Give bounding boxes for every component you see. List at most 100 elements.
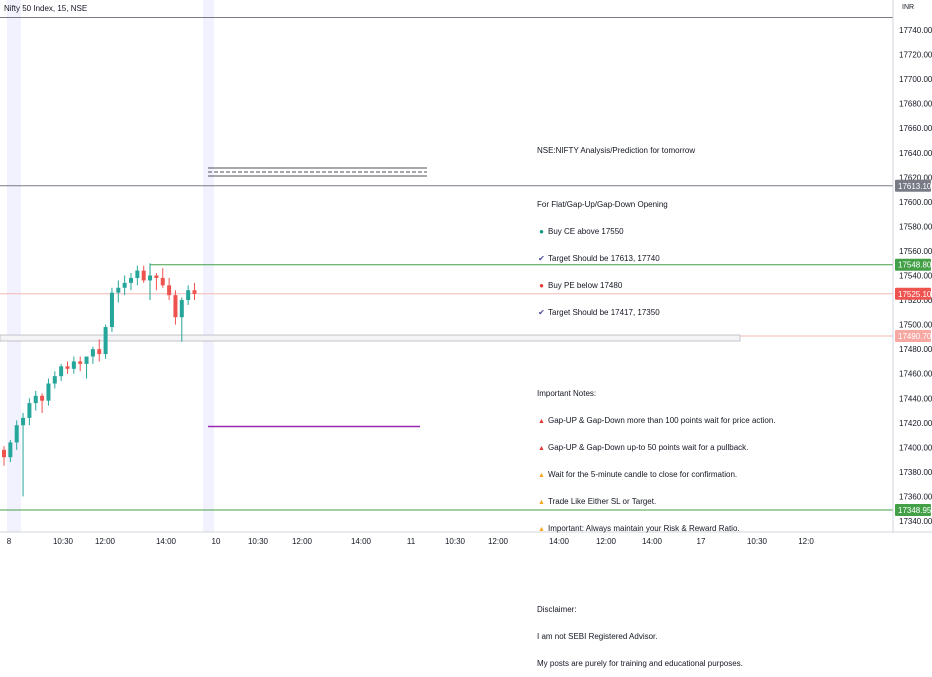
currency-label: INR: [902, 4, 915, 11]
candle: [122, 275, 127, 296]
note-target-pe: ✔ Target Should be 17417, 17350: [538, 308, 660, 317]
candle-body: [59, 366, 64, 377]
y-tick-label: 17340.00: [899, 517, 932, 526]
fire-icon: ▲: [538, 418, 545, 425]
y-tick-label: 17460.00: [899, 370, 932, 379]
x-tick-label: 12:0: [798, 537, 814, 546]
disclaimer-1: I am not SEBI Registered Advisor.: [537, 632, 658, 641]
chart-title: Nifty 50 Index, 15, NSE: [4, 4, 88, 13]
candle: [27, 398, 32, 426]
x-tick-label: 12:00: [292, 537, 313, 546]
candle-body: [167, 285, 172, 296]
x-tick-label: 14:00: [156, 537, 177, 546]
candle: [103, 324, 108, 359]
x-tick-label: 12:00: [488, 537, 509, 546]
x-tick-label: 17: [697, 537, 706, 546]
pe-zone: [0, 334, 741, 342]
candle-body: [173, 295, 178, 318]
note-2: ▲ Gap-UP & Gap-Down up-to 50 points wait …: [538, 443, 749, 452]
last-price-badge-label: 17525.10: [898, 290, 932, 299]
time-axis: 8 10:30 12:00 14:00 10 10:30 12:00 14:00 11 10:30…: [7, 537, 815, 546]
x-tick-label: 10:30: [747, 537, 768, 546]
y-tick-label: 17540.00: [899, 272, 932, 281]
warning-icon: ▲: [538, 472, 545, 479]
target-dashed-box: [208, 167, 427, 177]
candle-body: [192, 290, 197, 294]
warning-icon: ▲: [538, 499, 545, 506]
x-tick-label: 12:00: [596, 537, 617, 546]
target-badge-label: 17613.10: [898, 182, 932, 191]
price-axis: 17340.00 17360.00 17380.00 17400.00 17420.00…: [899, 26, 932, 526]
candle: [135, 265, 140, 286]
y-tick-label: 17680.00: [899, 100, 932, 109]
y-tick-label: 17720.00: [899, 51, 932, 60]
candle: [90, 346, 95, 364]
candle: [148, 263, 153, 301]
candle-body: [84, 356, 89, 364]
candles: [2, 263, 197, 497]
candle-body: [97, 349, 102, 355]
note-5: ▲ Important: Always maintain your Risk & …: [538, 524, 740, 533]
candle: [154, 273, 159, 291]
candle: [21, 412, 26, 497]
candle-body: [154, 275, 159, 278]
x-tick-label: 14:00: [642, 537, 663, 546]
y-tick-label: 17520.00: [899, 296, 932, 305]
x-tick-label: 10:30: [248, 537, 269, 546]
candle-body: [116, 287, 121, 293]
y-tick-label: 17500.00: [899, 321, 932, 330]
candle: [40, 393, 45, 413]
candle-body: [148, 275, 153, 281]
target-badge: [895, 179, 931, 192]
x-tick-label: 12:00: [95, 537, 116, 546]
checkmark-icon: ✔: [538, 254, 545, 263]
y-tick-label: 17600.00: [899, 198, 932, 207]
warning-icon: ▲: [538, 526, 545, 533]
session-band: [7, 0, 21, 532]
candle: [84, 356, 89, 379]
checkmark-icon: ✔: [538, 308, 545, 317]
candle-body: [122, 282, 127, 288]
session-bands: [7, 0, 214, 532]
note-buy-pe: ● Buy PE below 17480: [537, 281, 776, 290]
y-tick-label: 17700.00: [899, 75, 932, 84]
buy-ce-badge: [895, 258, 931, 271]
candle-body: [21, 417, 26, 426]
candle: [65, 361, 70, 374]
last-price-badge: [895, 287, 931, 300]
candle: [8, 439, 13, 463]
candle: [186, 285, 191, 305]
candle-body: [52, 376, 57, 384]
x-tick-label: 11: [407, 537, 416, 546]
candle-body: [14, 425, 19, 443]
candle: [46, 378, 51, 406]
note-3: ▲ Wait for the 5-minute candle to close f…: [538, 470, 738, 479]
candle: [160, 268, 165, 288]
candle-body: [71, 361, 76, 369]
candle: [71, 356, 76, 374]
candle: [116, 280, 121, 303]
disclaimer-title: Disclaimer:: [537, 605, 577, 614]
candle: [2, 446, 6, 466]
y-tick-label: 17420.00: [899, 419, 932, 428]
x-tick-label: 14:00: [351, 537, 372, 546]
candle: [129, 273, 133, 291]
note-target-ce: ✔ Target Should be 17613, 17740: [538, 254, 660, 263]
support-badge: [895, 504, 931, 517]
x-tick-label: 8: [7, 537, 12, 546]
y-tick-label: 17400.00: [899, 443, 932, 452]
buy-ce-badge-label: 17548.80: [898, 261, 932, 270]
candle: [78, 356, 83, 372]
x-tick-label: 10:30: [445, 537, 466, 546]
candle-body: [2, 449, 6, 458]
candle-body: [46, 383, 51, 401]
support-badge-label: 17348.95: [898, 506, 932, 515]
candle: [33, 390, 38, 411]
y-tick-label: 17380.00: [899, 468, 932, 477]
price-chart[interactable]: 17340.00 17360.00 17380.00 17400.00 17420.00…: [0, 0, 932, 550]
x-tick-label: 10:30: [53, 537, 74, 546]
candle-body: [186, 290, 191, 301]
x-tick-label: 10: [212, 537, 221, 546]
y-tick-label: 17580.00: [899, 222, 932, 231]
candle-body: [109, 292, 114, 328]
